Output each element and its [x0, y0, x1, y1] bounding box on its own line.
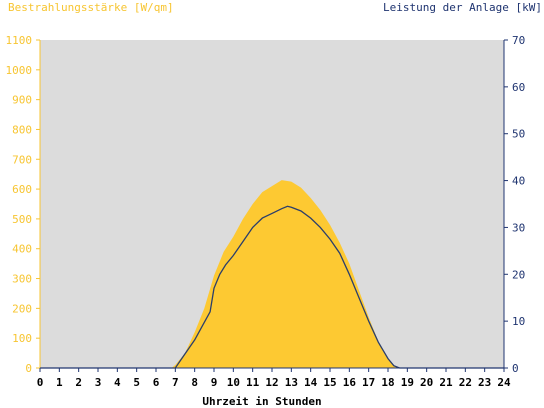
x-ticks: 0 1 2 3 4 5 6 7 8 9 10 11 12 13 14 15 16 17 18 19 20 21 22 23 24 — [37, 368, 511, 389]
x-tick-label: 16 — [343, 376, 357, 389]
x-tick-label: 22 — [459, 376, 472, 389]
x-tick-label: 12 — [265, 376, 278, 389]
x-tick-label: 5 — [133, 376, 140, 389]
x-tick-label: 3 — [95, 376, 102, 389]
right-tick-label: 70 — [512, 34, 525, 47]
x-tick-label: 23 — [478, 376, 491, 389]
left-tick-label: 500 — [12, 213, 32, 226]
x-tick-label: 18 — [381, 376, 394, 389]
y-axis-right-label: Leistung der Anlage [kW] — [383, 1, 542, 14]
x-tick-label: 9 — [211, 376, 218, 389]
series-layer — [40, 180, 504, 369]
left-tick-label: 300 — [12, 273, 32, 286]
right-tick-label: 30 — [512, 221, 525, 234]
x-tick-label: 6 — [153, 376, 160, 389]
x-tick-label: 2 — [75, 376, 82, 389]
x-tick-label: 20 — [420, 376, 433, 389]
power-line — [40, 205, 504, 369]
x-tick-label: 10 — [227, 376, 240, 389]
left-tick-label: 1100 — [6, 34, 33, 47]
x-tick-label: 17 — [362, 376, 375, 389]
left-tick-label: 400 — [12, 243, 32, 256]
right-tick-label: 60 — [512, 81, 525, 94]
x-tick-label: 13 — [285, 376, 298, 389]
x-tick-label: 21 — [439, 376, 453, 389]
x-tick-label: 8 — [191, 376, 198, 389]
left-tick-label: 800 — [12, 123, 32, 136]
right-tick-label: 40 — [512, 175, 525, 188]
y-axis-left-label: Bestrahlungsstärke [W/qm] — [8, 1, 174, 14]
x-tick-label: 1 — [56, 376, 63, 389]
x-tick-label: 24 — [497, 376, 511, 389]
left-tick-label: 600 — [12, 183, 32, 196]
right-tick-label: 50 — [512, 128, 525, 141]
left-ticks: 0 100 200 300 400 500 600 700 800 900 1000 1100 — [6, 34, 40, 375]
right-tick-label: 20 — [512, 268, 525, 281]
left-tick-label: 100 — [12, 332, 32, 345]
x-tick-label: 11 — [246, 376, 260, 389]
x-tick-label: 7 — [172, 376, 179, 389]
left-tick-label: 200 — [12, 302, 32, 315]
irradiance-area — [40, 180, 504, 368]
left-tick-label: 0 — [25, 362, 32, 375]
right-tick-label: 0 — [512, 362, 519, 375]
x-tick-label: 4 — [114, 376, 121, 389]
x-tick-label: 19 — [401, 376, 414, 389]
left-tick-label: 700 — [12, 153, 32, 166]
x-axis-label: Uhrzeit in Stunden — [202, 395, 321, 408]
right-ticks: 0 10 20 30 40 50 60 70 — [504, 34, 525, 375]
right-tick-label: 10 — [512, 315, 525, 328]
x-tick-label: 14 — [304, 376, 318, 389]
x-tick-label: 15 — [323, 376, 336, 389]
left-tick-label: 900 — [12, 94, 32, 107]
left-tick-label: 1000 — [6, 64, 33, 77]
x-tick-label: 0 — [37, 376, 44, 389]
